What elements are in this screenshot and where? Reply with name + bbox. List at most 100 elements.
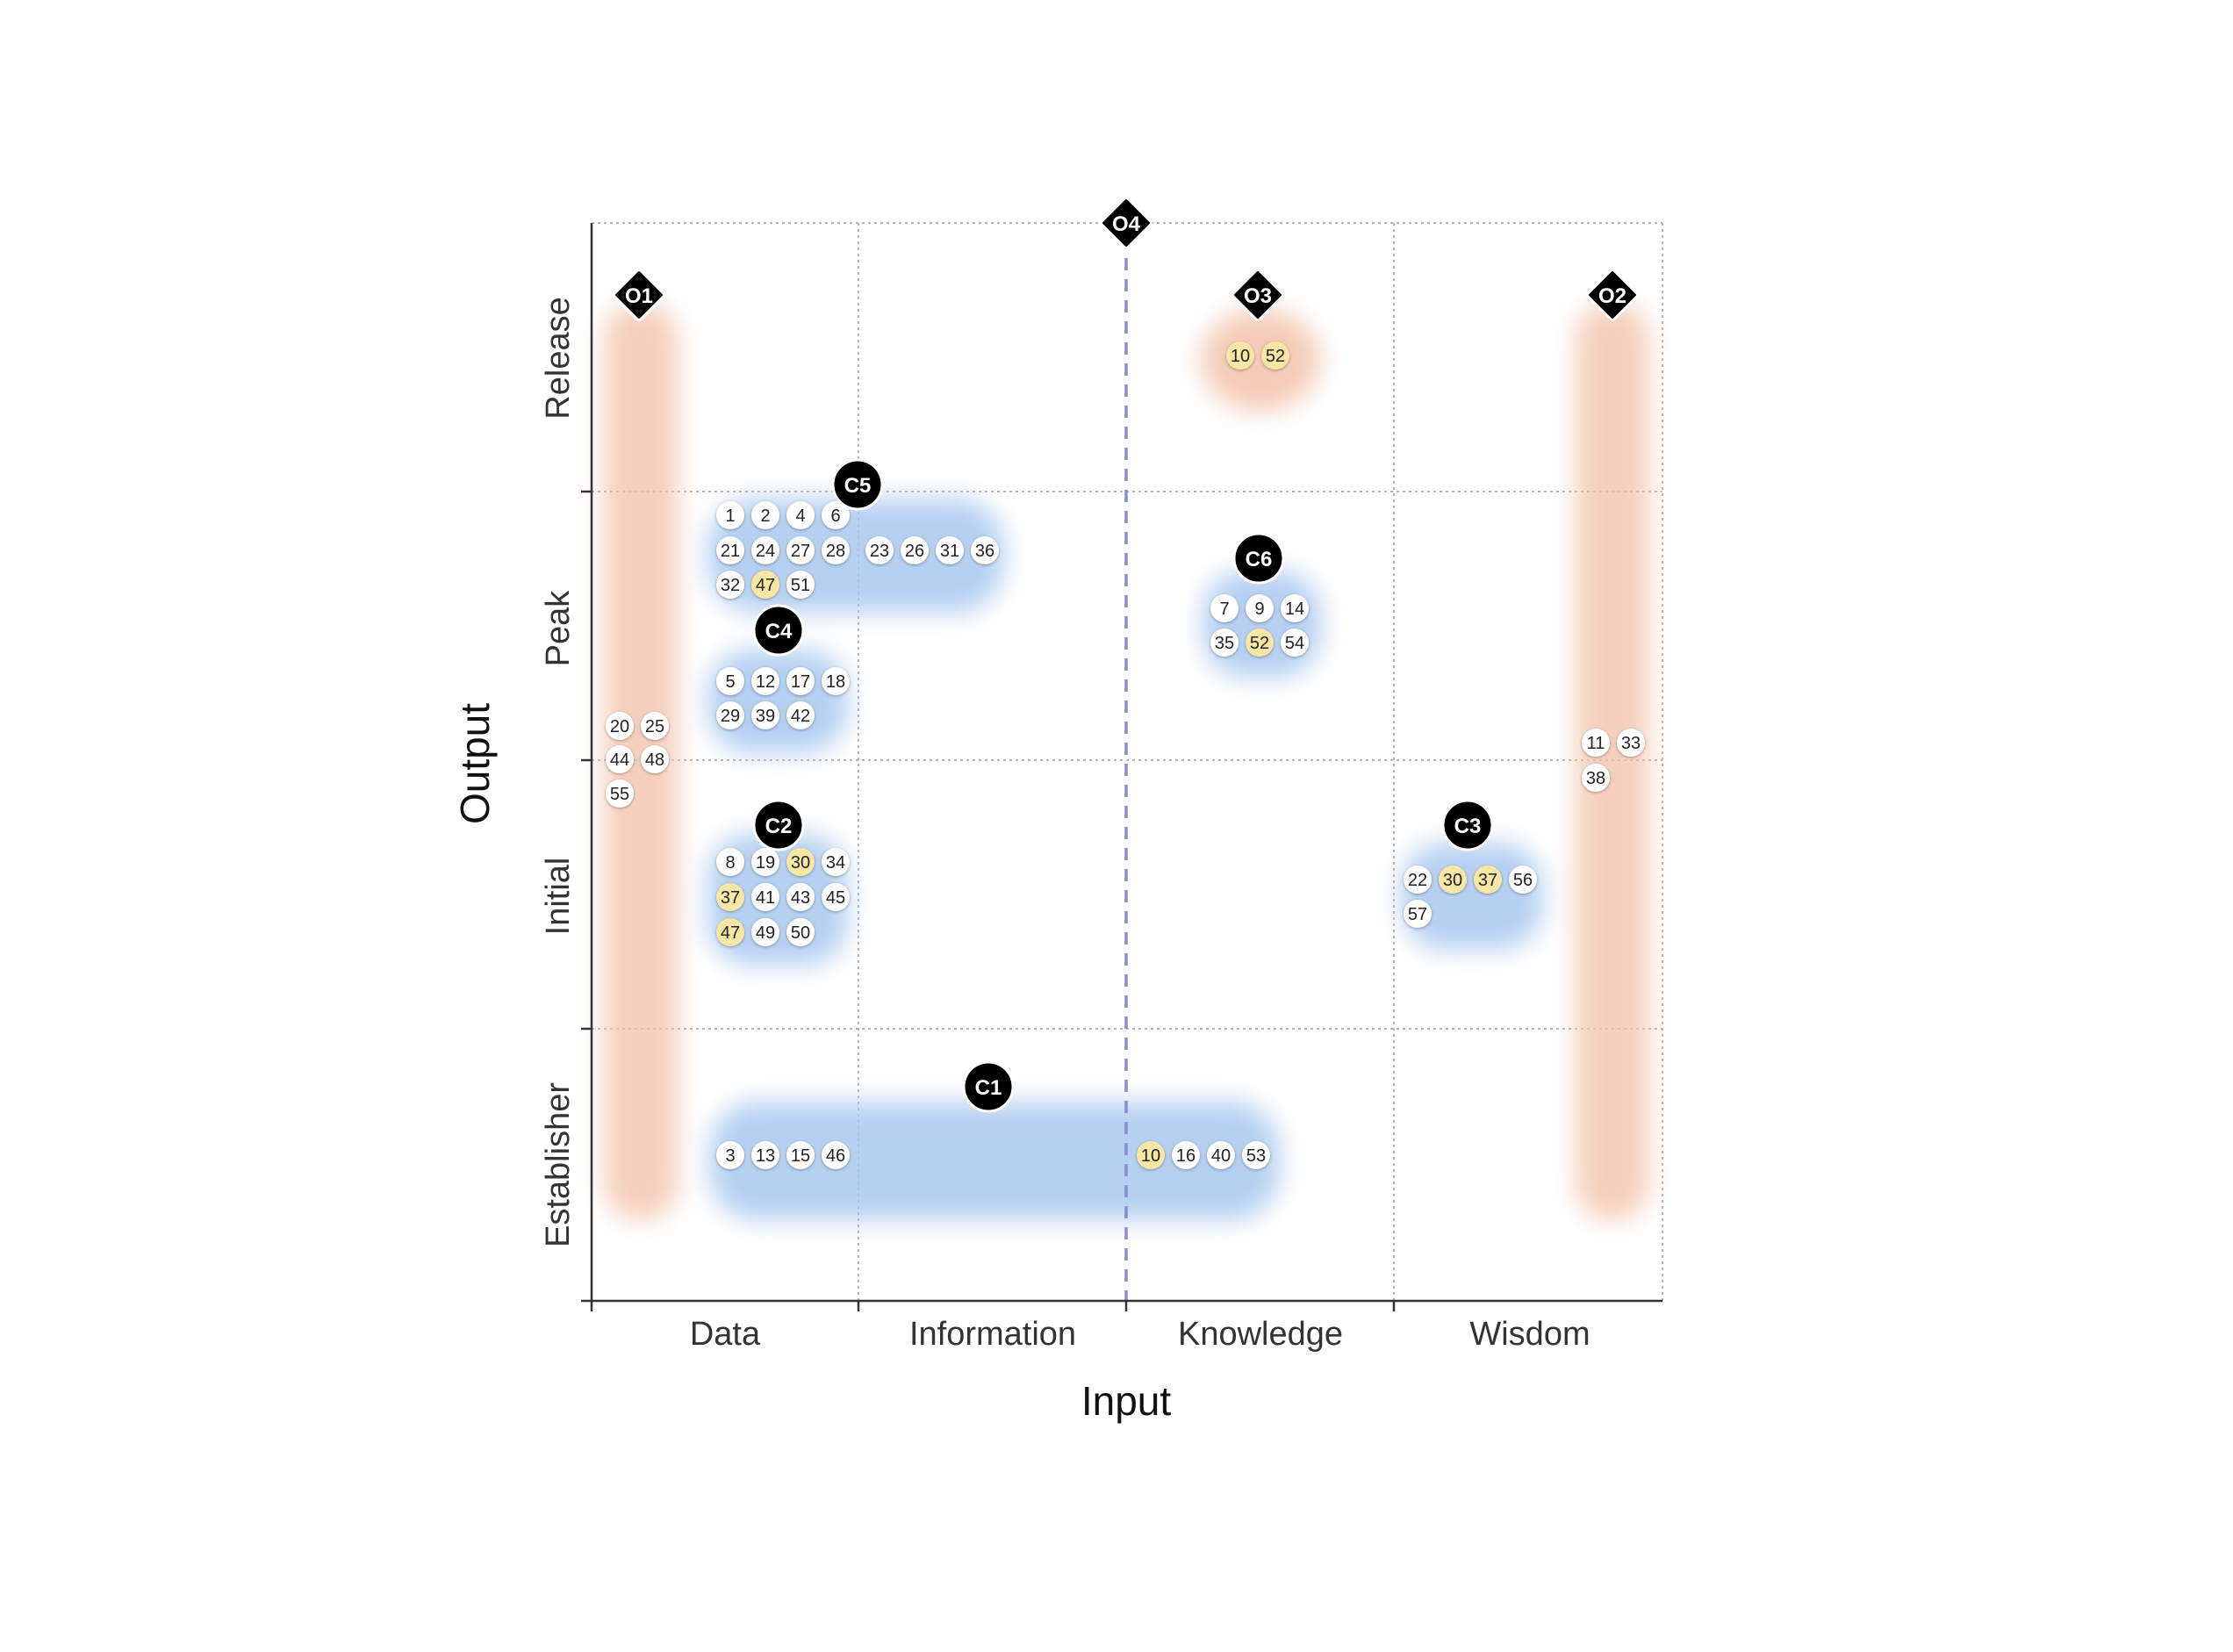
number-badge: 26 xyxy=(901,536,929,564)
number-badge: 2 xyxy=(751,501,779,529)
number-dot xyxy=(716,667,744,695)
blob-O2 xyxy=(1576,303,1649,1220)
number-label: 55 xyxy=(610,785,629,804)
number-dot xyxy=(716,848,744,876)
number-dot xyxy=(1242,1141,1270,1169)
number-dot xyxy=(1617,729,1645,757)
y-label-initial: Initial xyxy=(540,858,577,936)
blob-C4 xyxy=(707,650,848,753)
number-badge: 22 xyxy=(1404,866,1432,894)
number-badge: 51 xyxy=(786,571,815,599)
number-label: 49 xyxy=(756,923,775,943)
marker-label: C3 xyxy=(1454,815,1482,838)
number-label: 29 xyxy=(721,707,740,726)
markers-layer: C1 C2 C3 C4 C5 C6 O1 O2 O3 O4 xyxy=(613,197,1639,1113)
number-label: 37 xyxy=(721,888,740,908)
marker-c3: C3 xyxy=(1441,799,1494,851)
number-badge: 31 xyxy=(936,536,964,564)
number-badge: 21 xyxy=(716,536,744,564)
number-label: 10 xyxy=(1231,347,1250,366)
x-label-wisdom: Wisdom xyxy=(1469,1316,1590,1353)
number-label: 32 xyxy=(721,576,740,595)
number-badge: 12 xyxy=(751,667,779,695)
number-badge: 28 xyxy=(822,536,850,564)
number-label: 38 xyxy=(1586,769,1605,788)
number-dot xyxy=(1582,729,1610,757)
highlighted-number-dot xyxy=(716,918,744,946)
number-dot xyxy=(641,745,669,773)
number-dot xyxy=(822,883,850,911)
number-badge: 33 xyxy=(1617,729,1645,757)
number-label: 18 xyxy=(826,672,845,692)
highlighted-number-dot xyxy=(786,848,815,876)
number-label: 50 xyxy=(791,923,810,943)
number-label: 2 xyxy=(760,506,770,526)
number-badge: 10 xyxy=(1137,1141,1165,1169)
marker-label: C2 xyxy=(765,815,793,838)
blob-O1 xyxy=(604,303,678,1220)
number-label: 7 xyxy=(1219,600,1229,619)
number-dot xyxy=(822,536,850,564)
number-dot xyxy=(641,712,669,740)
number-dot xyxy=(716,701,744,729)
number-label: 28 xyxy=(826,542,845,561)
number-label: 54 xyxy=(1285,634,1304,653)
number-dot xyxy=(1404,866,1432,894)
number-dot xyxy=(822,501,850,529)
number-dot xyxy=(716,1141,744,1169)
circle-marker-icon xyxy=(752,799,805,851)
number-badge: 37 xyxy=(1474,866,1502,894)
number-label: 3 xyxy=(725,1146,735,1166)
number-label: 11 xyxy=(1587,734,1605,753)
blob-C6 xyxy=(1203,571,1321,678)
number-badge: 54 xyxy=(1281,628,1309,657)
number-label: 31 xyxy=(940,542,959,561)
number-dot xyxy=(716,501,744,529)
number-label: 30 xyxy=(791,853,810,873)
number-badge: 50 xyxy=(786,918,815,946)
number-label: 45 xyxy=(826,888,845,908)
number-badge: 40 xyxy=(1207,1141,1235,1169)
number-label: 53 xyxy=(1246,1146,1266,1166)
number-badge: 14 xyxy=(1281,594,1309,622)
marker-c2: C2 xyxy=(752,799,805,851)
number-label: 26 xyxy=(905,542,924,561)
number-dot xyxy=(751,883,779,911)
number-badge: 47 xyxy=(751,571,779,599)
marker-c4: C4 xyxy=(752,604,805,657)
y-label-establisher: Establisher xyxy=(540,1082,577,1247)
number-dot xyxy=(865,536,894,564)
circle-marker-icon xyxy=(1441,799,1494,851)
number-dot xyxy=(822,1141,850,1169)
number-label: 15 xyxy=(791,1146,810,1166)
number-label: 40 xyxy=(1211,1146,1231,1166)
highlighted-number-dot xyxy=(1474,866,1502,894)
number-badge: 43 xyxy=(786,883,815,911)
highlighted-number-dot xyxy=(1246,628,1274,657)
number-label: 47 xyxy=(756,576,775,595)
number-dot xyxy=(606,779,634,808)
highlighted-number-dot xyxy=(1261,341,1289,370)
number-badge: 56 xyxy=(1509,866,1537,894)
number-badge: 35 xyxy=(1210,628,1239,657)
number-badge: 27 xyxy=(786,536,815,564)
blob-C3 xyxy=(1401,843,1543,950)
number-label: 37 xyxy=(1478,871,1497,890)
number-dot xyxy=(751,848,779,876)
x-label-data: Data xyxy=(690,1316,761,1353)
number-dot xyxy=(786,918,815,946)
number-label: 1 xyxy=(725,506,735,526)
circle-marker-icon xyxy=(831,458,884,511)
marker-label: C1 xyxy=(975,1076,1002,1100)
number-dot xyxy=(751,1141,779,1169)
number-label: 6 xyxy=(830,506,840,526)
highlighted-number-dot xyxy=(716,883,744,911)
number-badge: 52 xyxy=(1246,628,1274,657)
number-dot xyxy=(901,536,929,564)
number-badge: 10 xyxy=(1226,341,1254,370)
number-dot xyxy=(716,536,744,564)
number-badge: 36 xyxy=(971,536,999,564)
number-badge: 15 xyxy=(786,1141,815,1169)
